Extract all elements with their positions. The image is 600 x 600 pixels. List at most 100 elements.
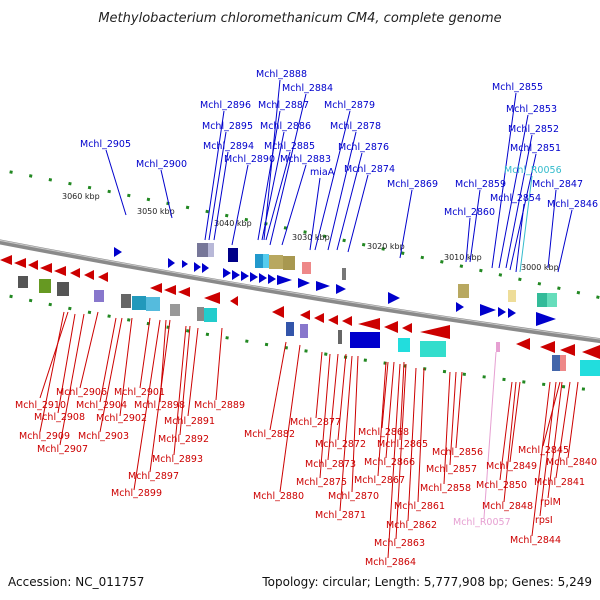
feature-block xyxy=(204,308,217,322)
gene-label: Mchl_2906 xyxy=(56,387,107,398)
gene-label: Mchl_2851 xyxy=(510,143,561,154)
gene-arrow xyxy=(384,321,398,333)
gene-arrow xyxy=(420,325,450,339)
map-title: Methylobacterium chloromethanicum CM4, c… xyxy=(98,11,501,26)
gene-arrow xyxy=(194,262,201,272)
gene-label: Mchl_2884 xyxy=(282,83,333,94)
gene-label: Mchl_2887 xyxy=(258,100,309,111)
gene-label: Mchl_2858 xyxy=(420,483,471,494)
gene-label: Mchl_2880 xyxy=(253,491,304,502)
gene-label: Mchl_2908 xyxy=(34,412,85,423)
feature-block xyxy=(170,304,180,316)
rna-connector xyxy=(519,175,533,273)
gene-label: Mchl_2879 xyxy=(324,100,375,111)
gene-arrow xyxy=(54,266,66,276)
gene-arrow xyxy=(268,274,276,284)
gene-label: Mchl_2904 xyxy=(76,400,127,411)
feature-block xyxy=(302,262,311,274)
gene-arrow xyxy=(480,304,496,316)
gene-label: Mchl_2889 xyxy=(194,400,245,411)
gene-label: Mchl_2866 xyxy=(364,457,415,468)
gene-label: Mchl_2888 xyxy=(256,69,307,80)
feature-block xyxy=(39,279,51,293)
gene-label: Mchl_2847 xyxy=(532,179,583,190)
feature-block xyxy=(197,307,204,321)
gene-arrow xyxy=(536,312,556,326)
gene-arrow xyxy=(40,263,52,273)
gene-label: Mchl_R0057 xyxy=(453,517,511,528)
gene-arrow xyxy=(230,296,238,306)
gene-arrow xyxy=(168,258,175,268)
feature-block xyxy=(537,293,547,307)
gene-label: Mchl_2850 xyxy=(476,480,527,491)
gene-arrow xyxy=(250,272,258,282)
feature-block xyxy=(300,324,308,338)
gene-label: Mchl_2852 xyxy=(508,124,559,135)
gene-label: Mchl_2872 xyxy=(315,439,366,450)
gene-arrow xyxy=(516,338,530,350)
gene-label: Mchl_2873 xyxy=(305,459,356,470)
gene-arrow xyxy=(298,278,310,288)
feature-block xyxy=(18,276,28,288)
gene-arrow xyxy=(232,270,240,280)
gene-label: Mchl_2876 xyxy=(338,142,389,153)
feature-block xyxy=(263,254,269,268)
gene-label: Mchl_2869 xyxy=(387,179,438,190)
gene-label: Mchl_2878 xyxy=(330,121,381,132)
gene-arrow xyxy=(314,313,324,323)
gene-arrow xyxy=(14,258,26,268)
gene-arrow xyxy=(560,344,575,356)
feature-block xyxy=(208,243,214,257)
gene-arrow xyxy=(498,307,506,317)
gene-arrow xyxy=(204,292,220,304)
gene-label: Mchl_2870 xyxy=(328,491,379,502)
reverse-strand-genes xyxy=(0,255,600,359)
gene-arrow xyxy=(456,302,464,312)
gene-label: Mchl_2845 xyxy=(518,445,569,456)
gene-label: Mchl_2856 xyxy=(432,447,483,458)
feature-block xyxy=(420,341,446,357)
gene-label: Mchl_2900 xyxy=(136,159,187,170)
gene-arrow xyxy=(98,272,108,282)
gene-label: Mchl_2875 xyxy=(296,477,347,488)
feature-block xyxy=(560,355,566,371)
feature-block xyxy=(398,338,410,352)
gene-label: Mchl_R0056 xyxy=(504,165,562,176)
gene-label: Mchl_2897 xyxy=(128,471,179,482)
upper-gene-labels: Mchl_2888 Mchl_2884 Mchl_2896 Mchl_2887 … xyxy=(80,69,598,218)
feature-block xyxy=(228,248,238,262)
feature-block xyxy=(94,290,104,302)
outer-feature-blocks xyxy=(197,243,557,307)
gene-arrow xyxy=(388,292,400,304)
feature-block xyxy=(197,243,208,257)
gene-label: Mchl_2886 xyxy=(260,121,311,132)
gene-label: Mchl_2868 xyxy=(358,427,409,438)
kbp-label: 3050 kbp xyxy=(137,207,175,216)
feature-block xyxy=(342,268,346,280)
feature-block xyxy=(57,282,69,296)
gene-label: Mchl_2874 xyxy=(344,164,395,175)
gene-arrow xyxy=(272,306,284,318)
feature-block xyxy=(496,342,500,352)
gene-arrow xyxy=(114,247,122,257)
gene-label: Mchl_2894 xyxy=(203,141,254,152)
feature-block xyxy=(255,254,263,268)
lower-connectors xyxy=(39,311,579,559)
gene-label: Mchl_2857 xyxy=(426,464,477,475)
gene-label: Mchl_2846 xyxy=(547,199,598,210)
feature-block xyxy=(547,293,557,307)
gene-label: Mchl_2892 xyxy=(158,434,209,445)
gene-label: Mchl_2841 xyxy=(534,477,585,488)
gene-label: Mchl_2901 xyxy=(114,387,165,398)
gene-arrow xyxy=(223,268,231,278)
gene-label: Mchl_2895 xyxy=(202,121,253,132)
gene-arrow xyxy=(336,284,346,294)
gene-arrow xyxy=(84,270,94,280)
gene-label: Mchl_2867 xyxy=(354,475,405,486)
kbp-label: 3010 kbp xyxy=(444,253,482,262)
feature-block xyxy=(269,255,283,269)
feature-block xyxy=(121,294,131,308)
gene-label: miaA xyxy=(310,167,335,178)
gene-arrow xyxy=(402,323,412,333)
gene-label: Mchl_2853 xyxy=(506,104,557,115)
